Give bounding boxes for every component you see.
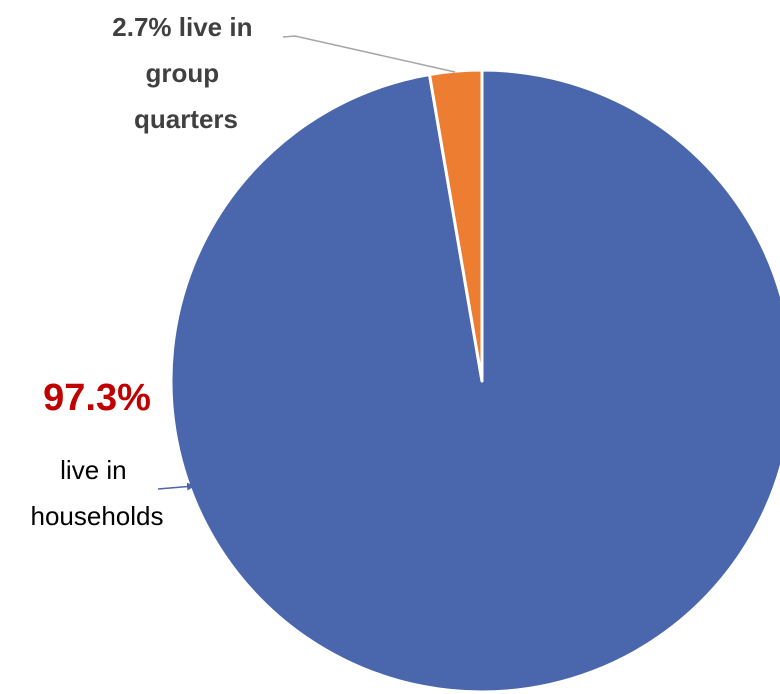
group-quarters-label-line-2: group [146,58,220,88]
group-quarters-label-line-3: quarters [134,104,238,134]
households-label-line-1: live in [60,455,126,485]
pie-slice-group-quarters [427,68,484,383]
group-quarters-label: 2.7% live in group quarters [112,12,259,134]
group-quarters-label-line-1: 2.7% live in [112,12,252,42]
pie-slices [169,68,780,694]
households-arrow [157,482,195,491]
households-percentage: 97.3% [43,377,151,419]
group-quarters-leader-line [282,35,456,73]
households-label-line-2: households [31,501,164,531]
households-label: live in households [31,455,164,531]
pie-slice-households [169,68,780,694]
